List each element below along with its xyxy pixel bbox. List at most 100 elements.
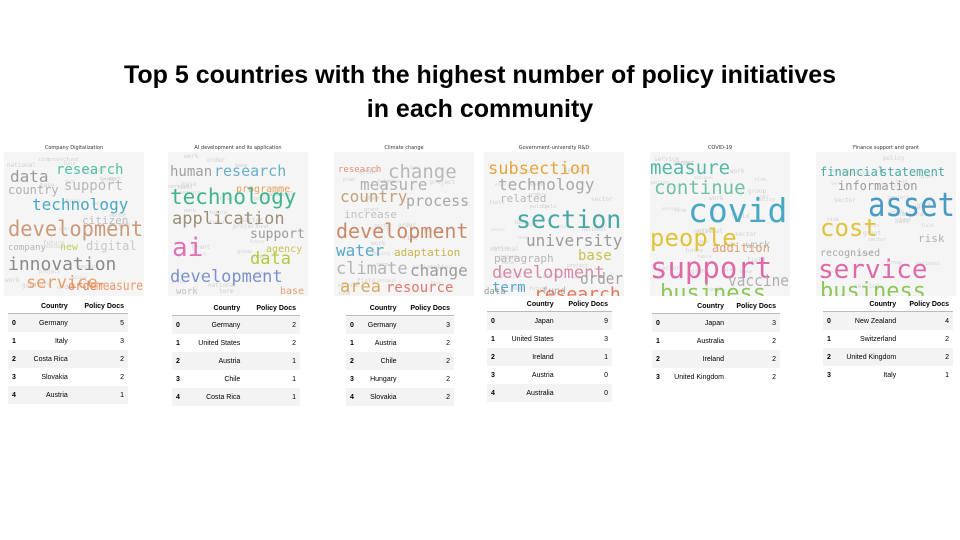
word-cloud-background xyxy=(4,152,144,296)
policy-docs-cell: 0 xyxy=(557,384,612,402)
policy-docs-cell: 2 xyxy=(400,388,454,406)
word-cloud-filler-word: policy xyxy=(530,204,548,210)
word-cloud-filler-word: future xyxy=(865,223,880,228)
word-cloud-word: business xyxy=(660,281,766,296)
word-cloud-word: data xyxy=(10,167,49,186)
policy-docs-cell: 2 xyxy=(446,375,450,383)
word-cloud-filler-word: order xyxy=(757,194,770,199)
word-cloud-word: increase xyxy=(344,208,397,221)
word-cloud-filler-word: sector xyxy=(868,237,886,243)
country-cell: Germany xyxy=(185,315,245,334)
word-cloud-background xyxy=(334,152,474,296)
word-cloud-filler-word: field xyxy=(921,223,934,228)
table-header-row: Country Policy Docs xyxy=(172,302,300,316)
row-index: 0 xyxy=(823,311,837,330)
word-cloud-filler-word: sector xyxy=(491,227,506,232)
word-cloud-word: adaptation xyxy=(394,246,460,259)
word-cloud-filler-word: national xyxy=(7,162,36,169)
country-column-header: Country xyxy=(22,300,72,314)
word-cloud-filler-word: national xyxy=(490,246,519,253)
word-cloud-word: process xyxy=(406,192,469,210)
word-cloud-caption: Company Digitalization xyxy=(44,145,104,151)
country-cell: Germany xyxy=(359,315,401,334)
word-cloud-filler-word: field xyxy=(541,204,556,210)
table-row: 1 Australia 2 xyxy=(652,332,780,350)
policy-docs-column-header: Policy Docs xyxy=(244,302,300,316)
word-cloud-word: agency xyxy=(266,244,302,255)
word-cloud-filler-word: group xyxy=(101,177,116,183)
word-cloud-filler-word: fund xyxy=(256,224,268,230)
word-cloud-filler-word: group xyxy=(237,249,252,255)
word-cloud-filler-word: sector xyxy=(658,265,680,272)
word-cloud-word: support xyxy=(650,251,772,285)
policy-docs-column-header: Policy Docs xyxy=(71,300,128,314)
policy-docs-cell: 1 xyxy=(945,371,949,379)
word-cloud-word: resource xyxy=(386,280,453,296)
table-row: 3 Italy 1 xyxy=(823,366,953,384)
word-cloud-filler-word: service xyxy=(180,190,201,196)
table-row: 0 New Zealand 4 xyxy=(823,311,953,330)
table-index-header xyxy=(487,298,501,312)
word-cloud-filler-word: project xyxy=(48,157,69,163)
word-cloud-word: research xyxy=(338,165,381,175)
word-cloud-filler-word: work xyxy=(184,153,199,160)
word-cloud-filler-word: order xyxy=(495,182,508,187)
row-index: 3 xyxy=(827,371,831,379)
word-cloud-caption: Climate change xyxy=(384,145,424,151)
word-cloud-filler-word: future xyxy=(250,239,265,244)
country-cell: Slovakia xyxy=(41,373,68,381)
word-cloud-filler-word: sector xyxy=(253,196,271,202)
country-cell: New Zealand xyxy=(836,311,901,330)
row-index: 3 xyxy=(656,373,660,381)
table-header-row: Country Policy Docs xyxy=(8,300,128,314)
table-row: 3 Austria 0 xyxy=(487,366,612,384)
word-cloud-filler-word: policy xyxy=(172,279,187,284)
word-cloud-filler-word: service xyxy=(564,167,590,174)
word-cloud-filler-word: order xyxy=(909,205,922,210)
word-cloud-caption: AI development and its application xyxy=(194,145,282,151)
word-cloud-word: citizen xyxy=(82,214,128,227)
word-cloud-filler-word: plan xyxy=(723,267,735,273)
table-row: 4 Slovakia 2 xyxy=(346,388,454,406)
word-cloud-filler-word: project xyxy=(697,228,714,233)
word-cloud-word: related xyxy=(500,192,546,205)
word-cloud-filler-word: field xyxy=(895,179,908,184)
policy-docs-cell: 5 xyxy=(71,313,128,332)
country-column-header: Country xyxy=(664,300,728,314)
row-index: 1 xyxy=(350,339,354,347)
word-cloud-filler-word: term xyxy=(219,288,234,295)
word-cloud-filler-word: service xyxy=(662,206,679,211)
word-cloud-filler-word: group xyxy=(887,260,902,266)
table-header-row: Country Policy Docs xyxy=(487,298,612,312)
word-cloud-filler-word: national xyxy=(916,261,940,267)
word-cloud-word: data xyxy=(250,249,291,269)
word-cloud-word: fund xyxy=(542,286,566,296)
country-cell: Australia xyxy=(696,337,724,345)
word-cloud-filler-word: service xyxy=(380,179,401,185)
word-cloud-filler-word: risk xyxy=(219,195,234,202)
word-cloud-filler-word: term xyxy=(517,235,527,240)
policy-docs-cell: 3 xyxy=(400,315,454,334)
table-row: 3 United Kingdom 2 xyxy=(652,368,780,386)
policy-docs-column-header: Policy Docs xyxy=(900,298,953,312)
row-index: 4 xyxy=(8,386,23,404)
word-cloud-word: continue xyxy=(654,177,746,199)
word-cloud-filler-word: field xyxy=(357,278,375,285)
table-row: 4 Costa Rica 1 xyxy=(172,388,300,406)
word-cloud-filler-word: base xyxy=(235,163,247,169)
row-index: 0 xyxy=(652,313,665,332)
word-cloud-panel: AI development and its application base na… xyxy=(168,144,308,296)
word-cloud-filler-word: future xyxy=(685,248,703,254)
row-index: 4 xyxy=(346,388,360,406)
table-row: 3 Hungary 2 xyxy=(346,370,454,388)
row-index: 0 xyxy=(346,315,360,334)
word-cloud-image: basenationalsectororderfutureworkfieldpr… xyxy=(168,152,308,296)
word-cloud-word: term xyxy=(492,280,526,296)
word-cloud-filler-word: work xyxy=(5,277,20,284)
word-cloud-word: climate xyxy=(336,259,408,279)
policy-docs-cell: 2 xyxy=(446,339,450,347)
country-cell: Austria xyxy=(22,386,72,404)
word-cloud-filler-word: sector xyxy=(374,223,392,229)
word-cloud-filler-word: work xyxy=(730,168,745,175)
country-cell: Chile xyxy=(359,352,401,370)
